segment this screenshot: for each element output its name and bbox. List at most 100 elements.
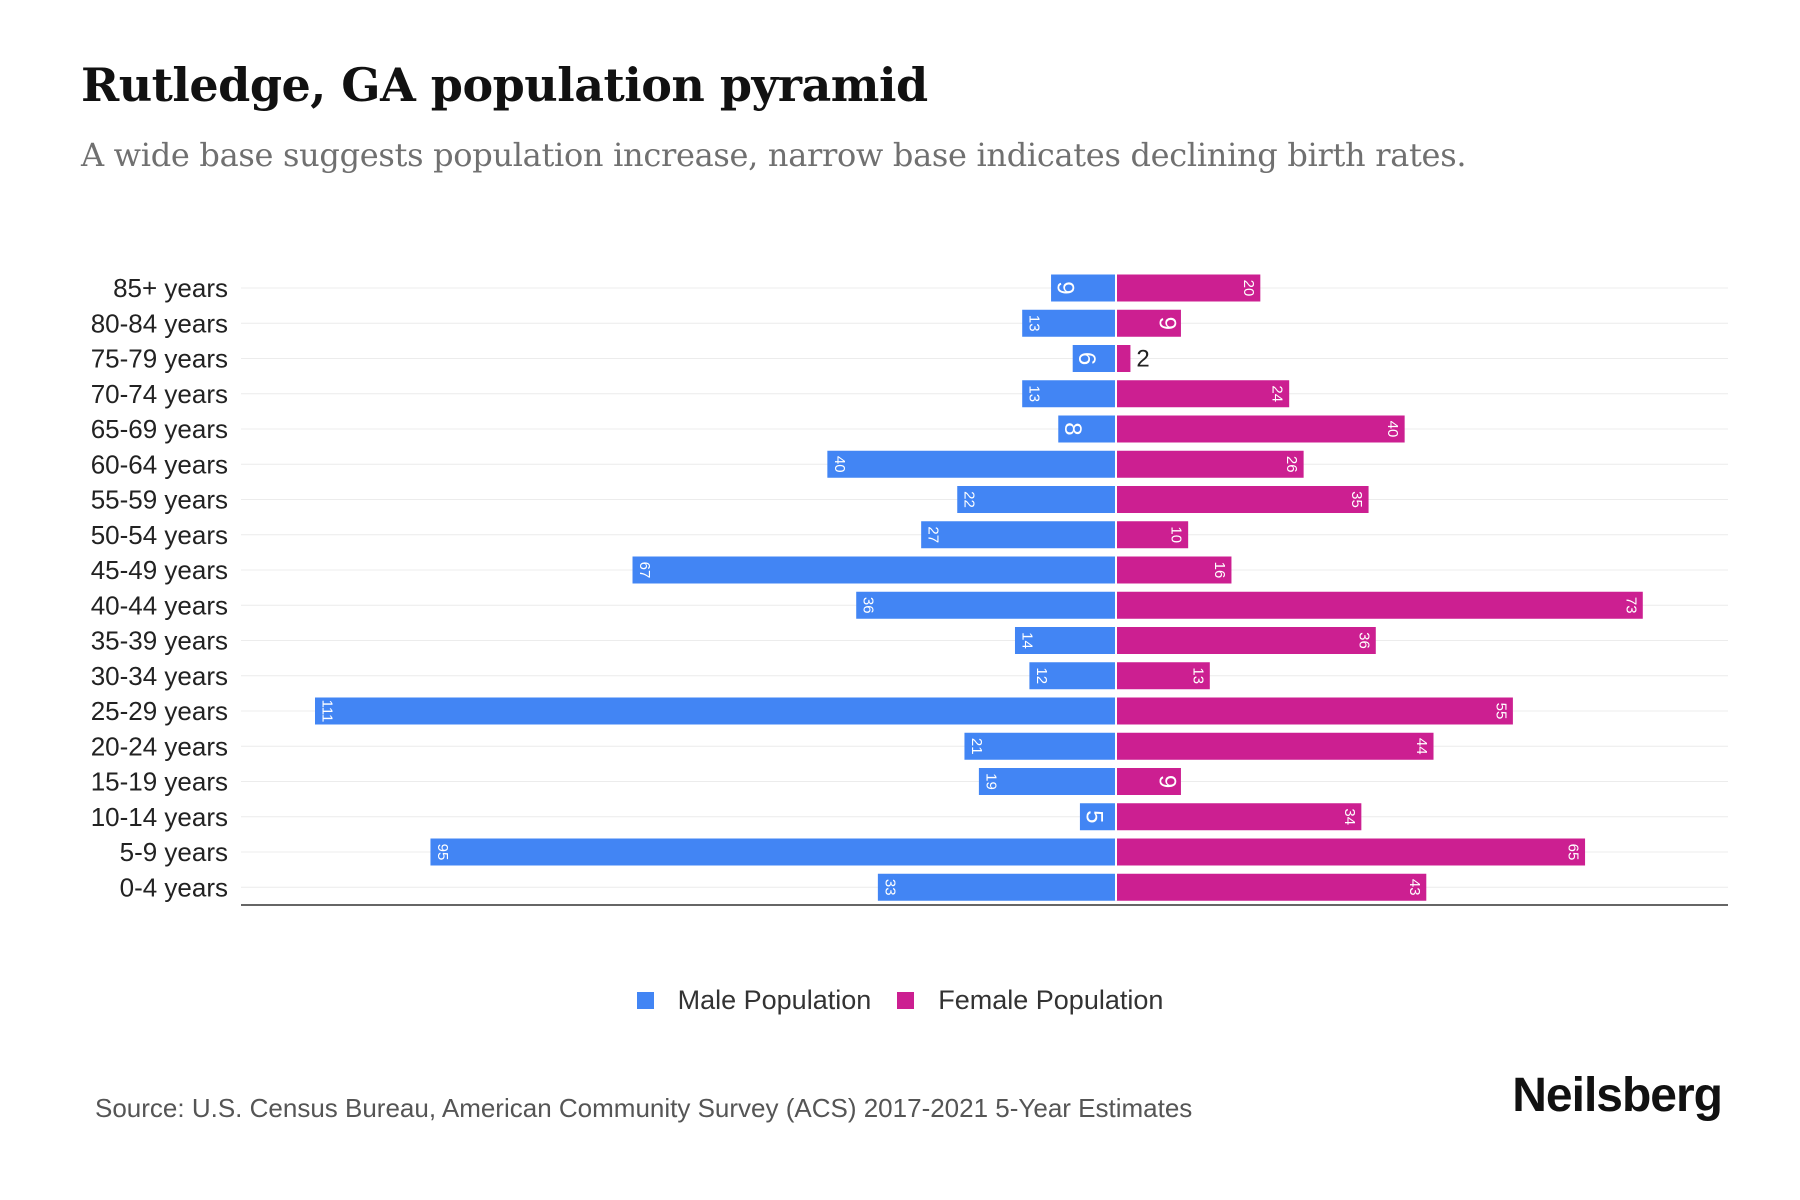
- bars: [315, 274, 1643, 901]
- category-label: 85+ years: [113, 273, 228, 303]
- female-value-label: 9: [1153, 775, 1180, 788]
- male-bar[interactable]: [315, 697, 1116, 725]
- male-value-label: 111: [319, 700, 336, 723]
- male-value-label: 13: [1026, 315, 1043, 332]
- male-value-label: 13: [1026, 385, 1043, 402]
- legend-label-male: Male Population: [677, 985, 872, 1015]
- male-bar[interactable]: [827, 450, 1116, 478]
- female-value-label: 43: [1406, 879, 1423, 896]
- female-bar[interactable]: [1116, 873, 1427, 901]
- male-value-label: 9: [1052, 281, 1079, 294]
- female-bar[interactable]: [1116, 556, 1232, 584]
- female-bar[interactable]: [1116, 803, 1362, 831]
- female-bar[interactable]: [1116, 732, 1434, 760]
- female-bar[interactable]: [1116, 380, 1290, 408]
- male-value-label: 27: [925, 526, 942, 543]
- category-label: 15-19 years: [91, 767, 228, 797]
- female-bar[interactable]: [1116, 450, 1304, 478]
- male-bar[interactable]: [1022, 309, 1116, 337]
- category-label: 10-14 years: [91, 802, 228, 832]
- male-bar[interactable]: [964, 732, 1116, 760]
- male-bar[interactable]: [921, 521, 1116, 549]
- female-value-label: 65: [1565, 844, 1582, 861]
- female-value-label: 34: [1341, 808, 1358, 825]
- category-label: 30-34 years: [91, 661, 228, 691]
- female-bar[interactable]: [1116, 309, 1181, 337]
- chart-title: Rutledge, GA population pyramid: [81, 58, 928, 112]
- category-label: 60-64 years: [91, 449, 228, 479]
- female-value-label: 13: [1189, 667, 1206, 684]
- female-value-label: 9: [1153, 317, 1180, 330]
- gridlines: [241, 287, 1728, 888]
- male-value-label: 40: [831, 456, 848, 473]
- female-value-label: 10: [1168, 526, 1185, 543]
- category-label: 40-44 years: [91, 590, 228, 620]
- male-bar[interactable]: [1079, 803, 1116, 831]
- category-label: 50-54 years: [91, 520, 228, 550]
- legend: Male Population Female Population: [0, 985, 1800, 1016]
- male-bar[interactable]: [1029, 662, 1116, 690]
- brand-logo: Neilsberg: [1512, 1069, 1723, 1122]
- female-bar[interactable]: [1116, 627, 1376, 654]
- female-value-label: 35: [1348, 491, 1365, 508]
- male-value-label: 67: [636, 562, 653, 579]
- female-value-label: 55: [1492, 703, 1509, 720]
- category-label: 35-39 years: [91, 626, 228, 656]
- female-bar[interactable]: [1116, 521, 1189, 549]
- female-bar[interactable]: [1116, 768, 1181, 795]
- category-label: 75-79 years: [91, 344, 228, 374]
- female-value-label: 36: [1355, 632, 1372, 649]
- male-value-label: 95: [434, 844, 451, 861]
- male-bar[interactable]: [1058, 415, 1116, 443]
- male-value-label: 22: [961, 491, 978, 508]
- legend-item-female[interactable]: Female Population: [897, 985, 1163, 1016]
- male-bar[interactable]: [957, 486, 1116, 513]
- female-value-label: 2: [1136, 346, 1149, 373]
- category-label: 0-4 years: [120, 872, 228, 902]
- legend-item-male[interactable]: Male Population: [636, 985, 872, 1016]
- category-labels: 85+ years 80-84 years 75-79 years 70-74 yea…: [91, 273, 228, 902]
- male-bar[interactable]: [1072, 345, 1116, 372]
- female-value-label: 24: [1269, 385, 1286, 402]
- female-value-label: 44: [1413, 738, 1430, 755]
- male-value-label: 12: [1033, 667, 1050, 684]
- male-value-label: 33: [881, 879, 898, 896]
- male-value-label: 5: [1080, 810, 1107, 823]
- male-value-label: 36: [860, 597, 877, 614]
- male-bar[interactable]: [1022, 380, 1116, 408]
- population-pyramid-chart: 85+ years 80-84 years 75-79 years 70-74 yea…: [91, 273, 1728, 906]
- female-bar[interactable]: [1116, 415, 1405, 443]
- category-label: 65-69 years: [91, 414, 228, 444]
- category-label: 55-59 years: [91, 485, 228, 515]
- female-bar[interactable]: [1116, 486, 1369, 513]
- male-bar[interactable]: [632, 556, 1116, 584]
- chart-subtitle: A wide base suggests population increase…: [81, 136, 1467, 174]
- male-bar[interactable]: [877, 873, 1116, 901]
- female-swatch-icon: [897, 992, 915, 1009]
- male-bar[interactable]: [430, 838, 1116, 866]
- category-label: 20-24 years: [91, 731, 228, 761]
- female-bar[interactable]: [1116, 345, 1131, 372]
- male-value-label: 8: [1059, 422, 1086, 435]
- source-note: Source: U.S. Census Bureau, American Com…: [95, 1093, 1193, 1123]
- female-value-label: 20: [1240, 280, 1257, 297]
- category-label: 80-84 years: [91, 308, 228, 338]
- male-bar[interactable]: [856, 591, 1116, 619]
- female-bar[interactable]: [1116, 697, 1513, 725]
- male-bar[interactable]: [1051, 274, 1116, 302]
- male-value-label: 21: [968, 738, 985, 755]
- legend-label-female: Female Population: [938, 985, 1164, 1015]
- female-bar[interactable]: [1116, 662, 1210, 690]
- female-value-label: 26: [1283, 456, 1300, 473]
- male-bar[interactable]: [1014, 627, 1116, 654]
- female-bar[interactable]: [1116, 274, 1261, 302]
- male-swatch-icon: [636, 992, 654, 1009]
- male-value-label: 14: [1018, 632, 1035, 649]
- data-labels: 9 20 13 9 6 2 13 24 8 40 40 26 22 35 27 10 67 16 36 73 14 36 1…: [319, 280, 1640, 896]
- category-label: 70-74 years: [91, 379, 228, 409]
- male-value-label: 19: [982, 773, 999, 790]
- male-bar[interactable]: [978, 768, 1116, 795]
- female-bar[interactable]: [1116, 591, 1643, 619]
- female-value-label: 73: [1622, 597, 1639, 614]
- female-bar[interactable]: [1116, 838, 1586, 866]
